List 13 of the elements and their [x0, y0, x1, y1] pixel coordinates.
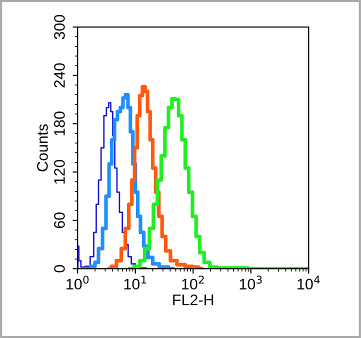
y-tick-label: 60	[54, 212, 65, 228]
x-tick-label: 10$^{1}$	[124, 276, 146, 290]
y-tick-label: 120	[54, 160, 65, 184]
y-tick-label: 240	[54, 63, 65, 88]
y-tick-label: 300	[54, 14, 65, 40]
x-tick-label: 10$^{2}$	[182, 276, 204, 290]
x-tick-label: 10$^{0}$	[66, 276, 89, 290]
y-tick-label: 180	[54, 112, 65, 136]
x-axis-title: FL2-H	[173, 294, 214, 306]
x-tick-label: 10$^{3}$	[240, 276, 262, 290]
x-tick-label: 10$^{4}$	[298, 276, 320, 290]
y-axis-title: Counts	[37, 124, 48, 172]
y-tick-label: 0	[54, 265, 65, 272]
